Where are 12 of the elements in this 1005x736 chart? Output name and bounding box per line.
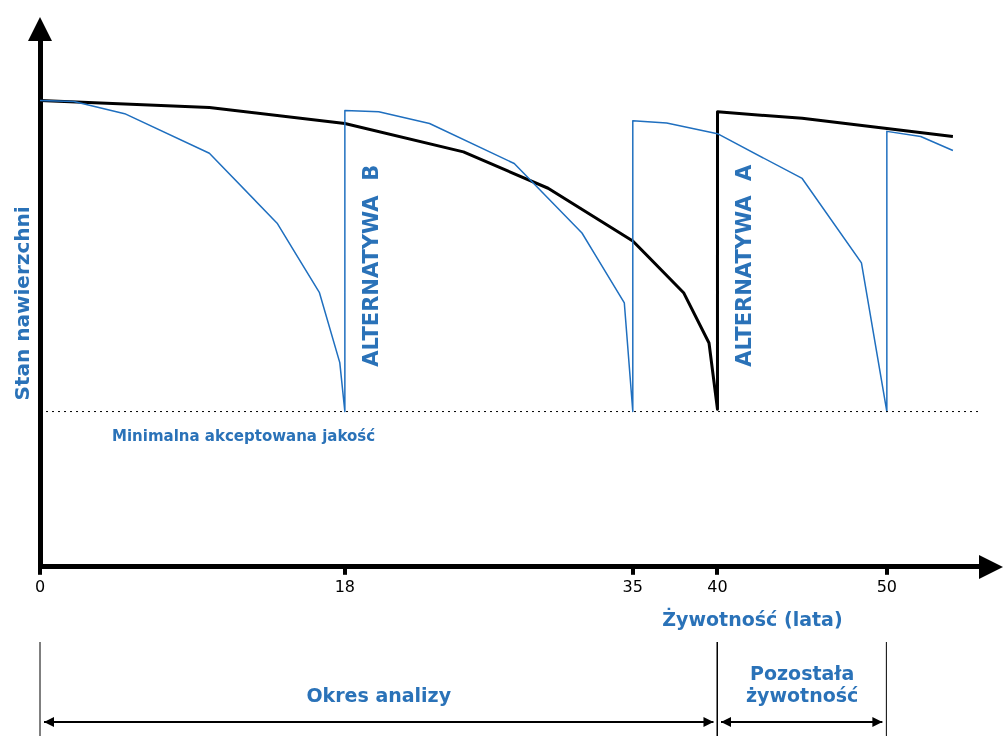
text: Pozostała żywotność <box>745 662 860 706</box>
x-tick-label: 18 <box>334 576 356 596</box>
x-axis-title: Żywotność (lata) <box>661 608 844 630</box>
text: Okres analizy <box>305 684 453 706</box>
x-tick-label: 50 <box>876 576 898 596</box>
x-tick-label: 35 <box>622 576 643 596</box>
y-axis-title: Stan nawierzchni <box>10 206 35 401</box>
annotation: ALTERNATYWA A <box>731 164 756 367</box>
x-tick-label: 0 <box>34 576 46 596</box>
x-tick-label: 40 <box>707 576 728 596</box>
ref-line-label: Minimalna akceptowana jakość <box>112 426 376 445</box>
annotation: ALTERNATYWA B <box>359 164 384 367</box>
